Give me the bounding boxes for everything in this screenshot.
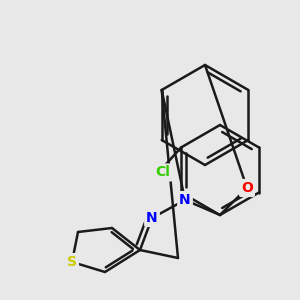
Text: S: S xyxy=(67,255,77,269)
Text: O: O xyxy=(241,181,253,195)
Text: Cl: Cl xyxy=(156,166,170,179)
Text: N: N xyxy=(179,193,191,207)
Text: N: N xyxy=(146,211,158,225)
